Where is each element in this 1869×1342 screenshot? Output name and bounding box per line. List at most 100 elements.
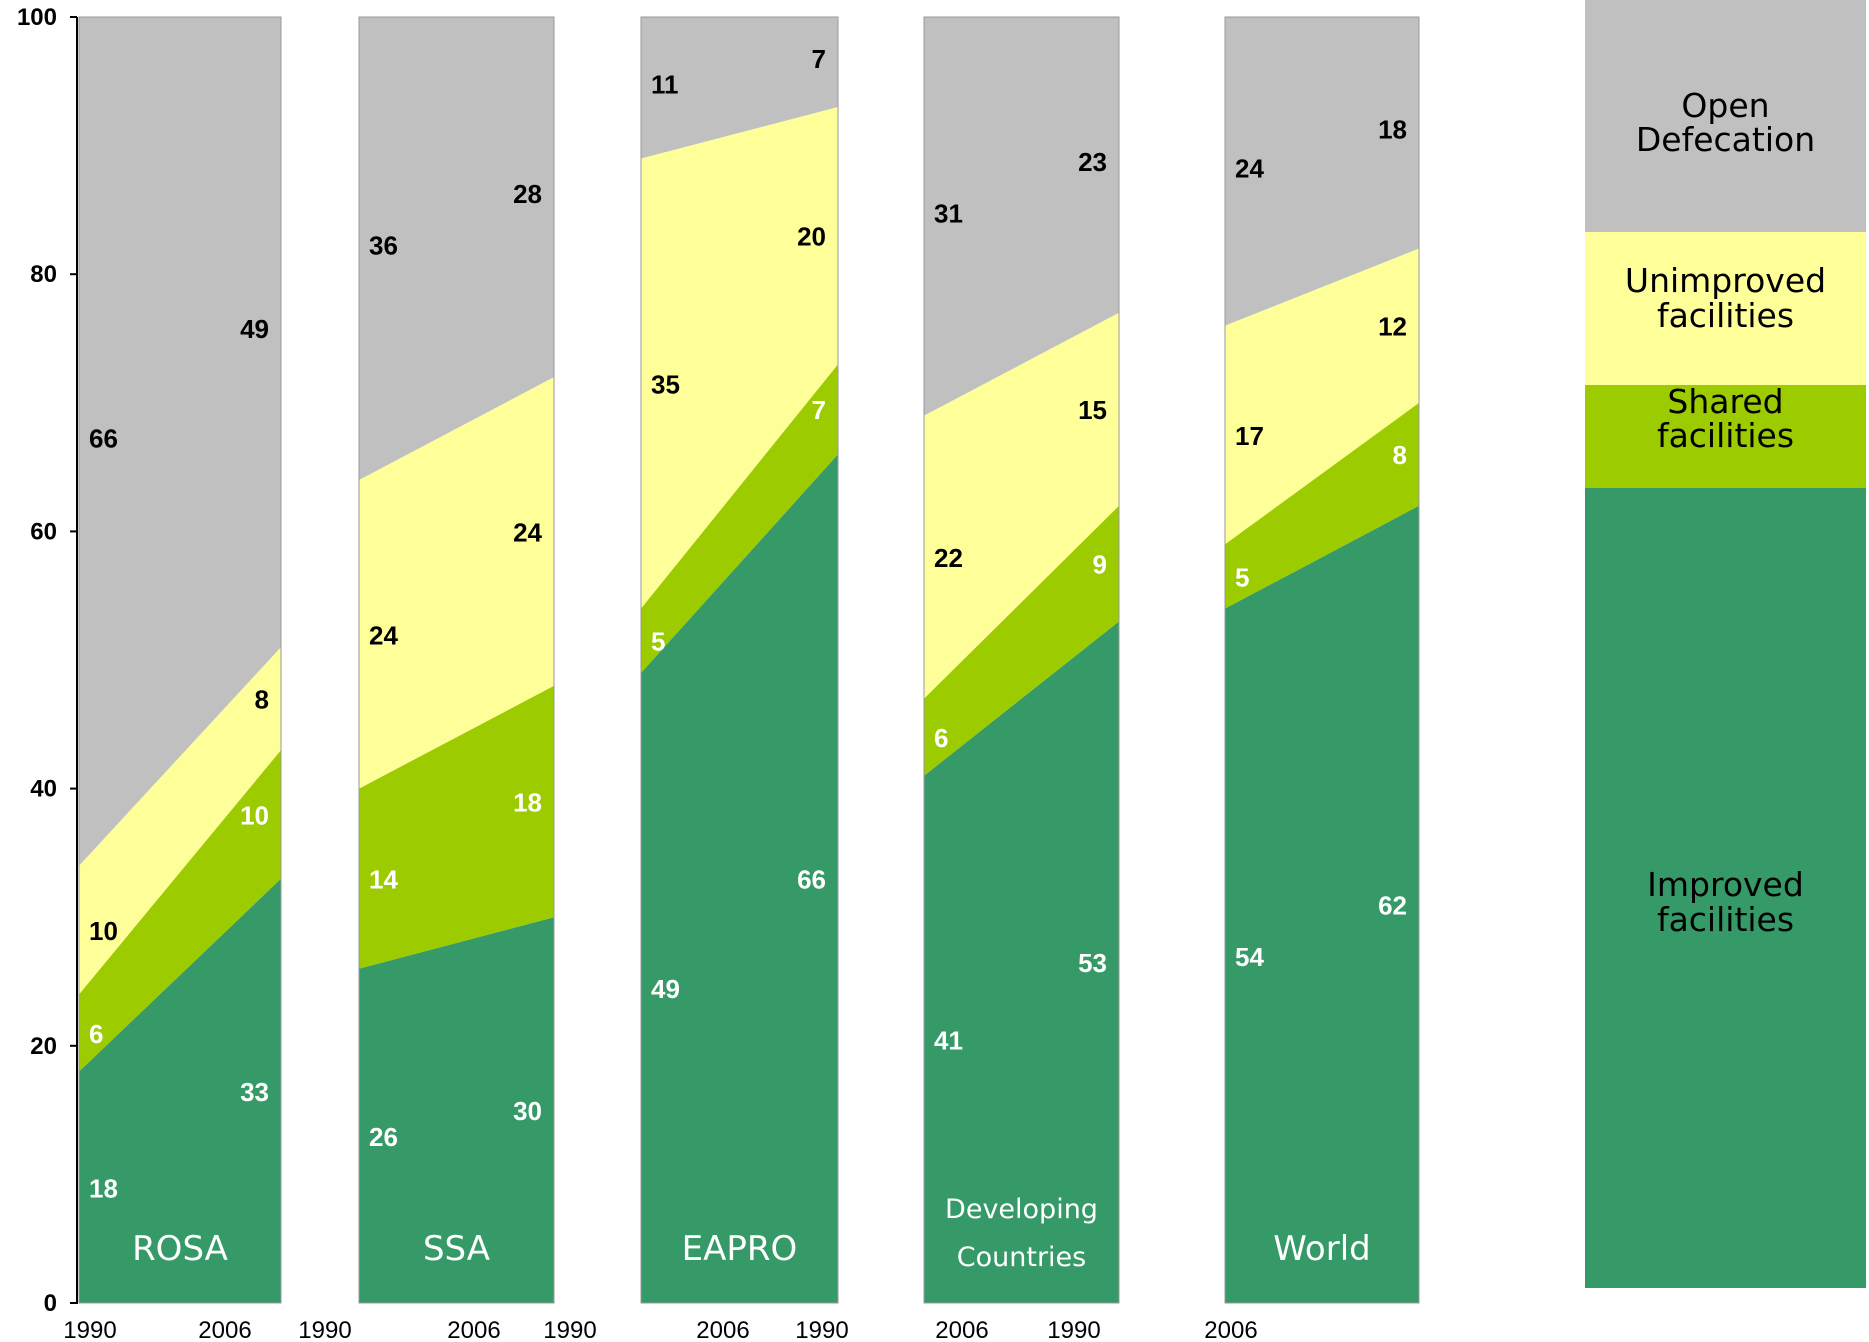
y-tick-label: 80: [30, 261, 57, 288]
panel-border: [78, 16, 282, 1304]
value-label-1990: 36: [369, 230, 398, 260]
value-label-1990: 22: [934, 543, 963, 573]
shared-area: [79, 750, 281, 1072]
x-tick-label: 1990: [795, 1317, 848, 1342]
x-tick-label: 2006: [1204, 1317, 1257, 1342]
y-tick-label: 60: [30, 518, 57, 545]
value-label-2006: 30: [513, 1096, 542, 1126]
legend-swatch: [1585, 385, 1866, 488]
unimproved-area: [79, 647, 281, 995]
region-label: ROSA: [132, 1229, 228, 1269]
value-label-2006: 15: [1078, 395, 1107, 425]
x-tick-label: 2006: [935, 1317, 988, 1342]
legend-label: facilities: [1657, 416, 1794, 455]
panel-ssa: 26 30 14 18 24 24 36 28 SSA: [358, 16, 555, 1304]
value-label-1990: 66: [89, 423, 118, 453]
value-label-2006: 23: [1078, 147, 1107, 177]
x-tick-label: 2006: [198, 1317, 251, 1342]
value-label-1990: 41: [934, 1025, 963, 1055]
value-label-2006: 7: [812, 44, 826, 74]
x-tick-label: 2006: [447, 1317, 500, 1342]
y-tick-label: 0: [44, 1290, 57, 1317]
x-tick-label: 1990: [543, 1317, 596, 1342]
region-label: World: [1273, 1229, 1370, 1269]
legend: OpenDefecationUnimprovedfacilitiesShared…: [1585, 0, 1866, 1288]
value-label-2006: 18: [1378, 115, 1407, 145]
legend-swatch: [1585, 0, 1866, 232]
value-label-2006: 66: [797, 865, 826, 895]
x-tick-label: 1990: [1047, 1317, 1100, 1342]
value-label-2006: 53: [1078, 948, 1107, 978]
value-label-1990: 26: [369, 1122, 398, 1152]
value-label-2006: 28: [513, 179, 542, 209]
value-label-2006: 33: [240, 1077, 269, 1107]
region-label: EAPRO: [682, 1229, 798, 1269]
improved-area: [924, 621, 1119, 1303]
open-defecation-area: [641, 17, 838, 159]
region-label-line-2: Countries: [957, 1242, 1086, 1273]
unimproved-area: [924, 312, 1119, 699]
unimproved-area: [1225, 248, 1419, 545]
value-label-2006: 12: [1378, 312, 1407, 342]
value-label-1990: 35: [651, 370, 680, 400]
panel-border: [640, 16, 839, 1304]
open-defecation-area: [79, 17, 281, 866]
improved-area: [1225, 505, 1419, 1303]
panel-border: [923, 16, 1120, 1304]
value-label-2006: 7: [812, 395, 826, 425]
chart-panels: 18 33 6 10 10 8 66 49 ROSA 26 30 14 18 24 24 36 28 SSA 49 6…: [78, 16, 1420, 1304]
panel-rosa: 18 33 6 10 10 8 66 49 ROSA: [78, 16, 282, 1304]
open-defecation-area: [359, 17, 554, 480]
shared-area: [359, 685, 554, 969]
value-label-1990: 49: [651, 974, 680, 1004]
y-axis: 0 20 40 60 80 100: [17, 4, 78, 1317]
shared-area: [641, 364, 838, 673]
value-label-1990: 10: [89, 916, 118, 946]
value-label-2006: 20: [797, 222, 826, 252]
shared-area: [924, 505, 1119, 776]
value-label-2006: 62: [1378, 890, 1407, 920]
x-axis-ticks: 1990 2006 1990 2006 1990 2006 1990 2006 1990 2006: [63, 1317, 1257, 1342]
legend-swatch: [1585, 232, 1866, 385]
panel-border: [1224, 16, 1420, 1304]
panel-eapro: 49 66 5 7 35 20 11 7 EAPRO: [640, 16, 839, 1304]
value-label-1990: 17: [1235, 421, 1264, 451]
x-tick-label: 1990: [63, 1317, 116, 1342]
y-tick-label: 20: [30, 1033, 57, 1060]
legend-label: Shared: [1667, 382, 1783, 421]
value-label-2006: 49: [240, 314, 269, 344]
shared-area: [1225, 402, 1419, 609]
panel-world: 54 62 5 8 17 12 24 18 World: [1224, 16, 1420, 1304]
legend-swatch: [1585, 488, 1866, 1288]
value-label-1990: 11: [651, 70, 679, 100]
value-label-1990: 24: [369, 620, 398, 650]
value-label-2006: 8: [1393, 440, 1407, 470]
value-label-1990: 5: [651, 627, 665, 657]
panel-border: [358, 16, 555, 1304]
legend-label: Defecation: [1636, 120, 1815, 159]
value-label-1990: 5: [1235, 562, 1249, 592]
value-label-1990: 24: [1235, 153, 1264, 183]
legend-label: Improved: [1647, 865, 1804, 904]
open-defecation-area: [924, 17, 1119, 416]
value-label-2006: 18: [513, 787, 542, 817]
region-label-line-1: Developing: [945, 1194, 1098, 1225]
value-label-2006: 9: [1093, 550, 1107, 580]
region-label: SSA: [423, 1229, 490, 1269]
legend-label: Unimproved: [1625, 261, 1826, 300]
value-label-1990: 14: [369, 865, 398, 895]
legend-label: facilities: [1657, 296, 1794, 335]
value-label-2006: 8: [255, 685, 269, 715]
y-tick-label: 100: [17, 4, 57, 31]
y-tick-label: 40: [30, 776, 57, 803]
value-label-1990: 54: [1235, 942, 1264, 972]
value-label-1990: 6: [934, 723, 948, 753]
legend-label: Open: [1681, 86, 1769, 125]
unimproved-area: [641, 107, 838, 609]
unimproved-area: [359, 377, 554, 789]
improved-area: [79, 878, 281, 1303]
